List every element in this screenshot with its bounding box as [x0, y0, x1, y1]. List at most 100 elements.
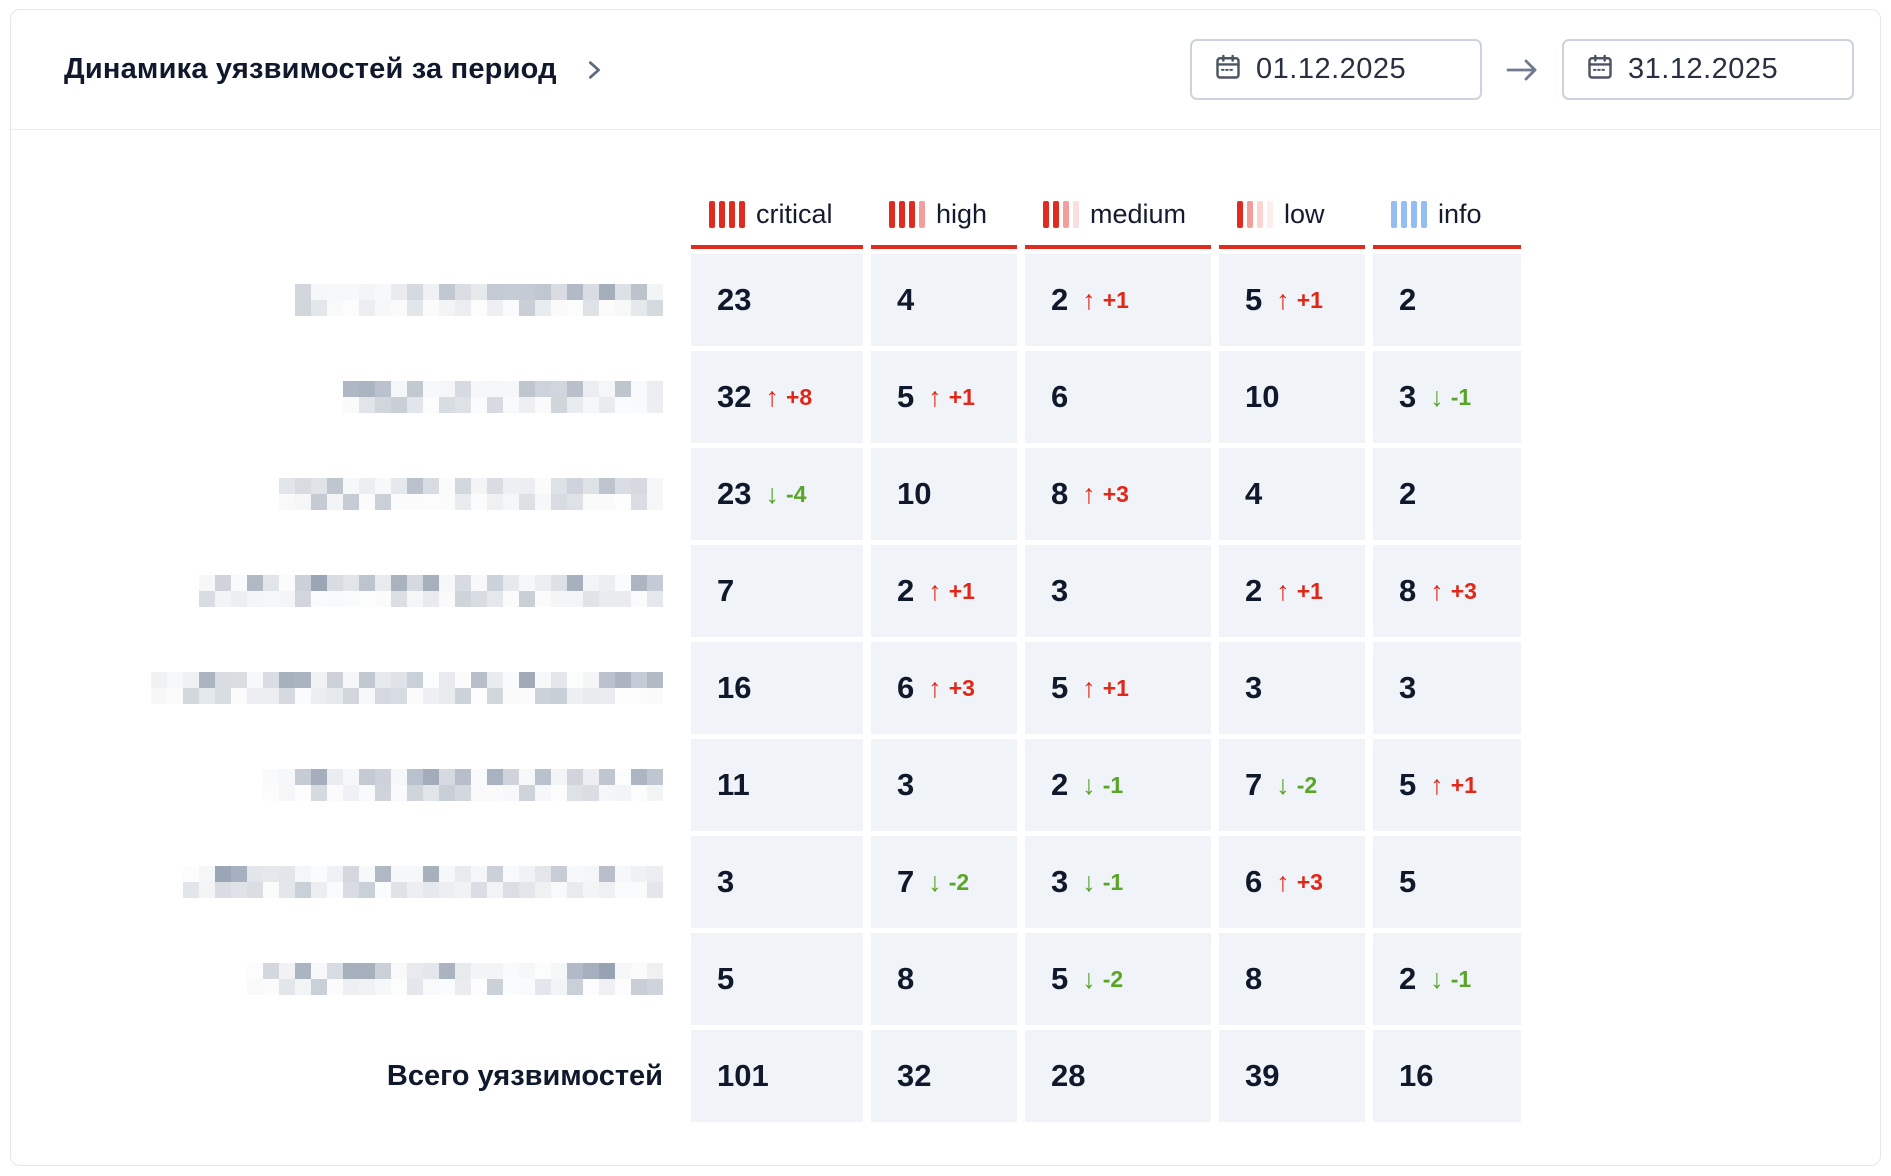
arrow-up-icon: ↑: [1276, 575, 1290, 606]
arrow-down-icon: ↓: [1430, 381, 1444, 412]
cell-value: 4: [897, 282, 915, 317]
value-cell: 23: [691, 254, 863, 346]
panel-title: Динамика уязвимостей за период: [64, 53, 557, 85]
redacted-pixelation: [343, 381, 663, 413]
delta-value: -1: [1450, 383, 1472, 410]
total-value-cell: 39: [1219, 1030, 1365, 1122]
delta-down: ↓ -2: [1082, 965, 1123, 993]
cell-value: 8: [1245, 961, 1263, 996]
cell-value: 2: [897, 573, 915, 608]
cell-value: 5: [1051, 961, 1069, 996]
cell-value: 3: [1051, 573, 1069, 608]
redacted-host-label[interactable]: [35, 836, 683, 928]
value-cell: 2 ↓ -1: [1373, 933, 1521, 1025]
value-cell: 3: [1373, 642, 1521, 734]
cell-value: 16: [717, 670, 752, 705]
date-to-input[interactable]: 31.12.2025: [1562, 39, 1854, 100]
value-cell: 7 ↓ -2: [1219, 739, 1365, 831]
value-cell: 2 ↑ +1: [1219, 545, 1365, 637]
value-cell: 5 ↓ -2: [1025, 933, 1211, 1025]
value-cell: 8: [1219, 933, 1365, 1025]
date-to-value: 31.12.2025: [1628, 53, 1779, 85]
value-cell: 6 ↑ +3: [1219, 836, 1365, 928]
arrow-up-icon: ↑: [1276, 284, 1290, 315]
value-cell: 4: [871, 254, 1017, 346]
delta-value: +3: [1296, 868, 1323, 895]
value-cell: 7 ↓ -2: [871, 836, 1017, 928]
column-header-label: low: [1284, 199, 1325, 229]
value-cell: 3: [871, 739, 1017, 831]
severity-bars-icon: [1043, 201, 1079, 228]
column-header-label: info: [1438, 199, 1482, 229]
severity-bars-icon: [709, 201, 745, 228]
redacted-host-label[interactable]: [35, 545, 683, 637]
chevron-right-icon[interactable]: [583, 57, 605, 83]
total-value-cell: 101: [691, 1030, 863, 1122]
cell-value: 6: [1245, 864, 1263, 899]
delta-value: -1: [1102, 771, 1124, 798]
arrow-up-icon: ↑: [1430, 769, 1444, 800]
total-value: 101: [717, 1058, 769, 1093]
value-cell: 3: [1219, 642, 1365, 734]
cell-value: 5: [1051, 670, 1069, 705]
column-header-low: low: [1219, 130, 1365, 249]
delta-value: +1: [948, 383, 975, 410]
arrow-right-icon: [1504, 57, 1540, 83]
cell-value: 5: [1245, 282, 1263, 317]
delta-value: +1: [948, 577, 975, 604]
arrow-up-icon: ↑: [1276, 866, 1290, 897]
delta-value: +1: [1296, 577, 1323, 604]
redacted-host-label[interactable]: [35, 351, 683, 443]
arrow-down-icon: ↓: [1430, 963, 1444, 994]
column-header-inner: medium: [1025, 199, 1186, 245]
cell-value: 11: [717, 767, 750, 802]
cell-value: 8: [897, 961, 915, 996]
redacted-host-label[interactable]: [35, 448, 683, 540]
cell-value: 8: [1051, 476, 1069, 511]
arrow-down-icon: ↓: [1082, 769, 1096, 800]
date-from-input[interactable]: 01.12.2025: [1190, 39, 1482, 100]
cell-value: 2: [1399, 282, 1417, 317]
arrow-down-icon: ↓: [928, 866, 942, 897]
column-header-inner: info: [1373, 199, 1482, 245]
arrow-up-icon: ↑: [765, 381, 779, 412]
date-from-value: 01.12.2025: [1256, 53, 1407, 85]
total-value-cell: 28: [1025, 1030, 1211, 1122]
value-cell: 6 ↑ +3: [871, 642, 1017, 734]
cell-value: 5: [717, 961, 735, 996]
delta-value: -1: [1102, 868, 1124, 895]
cell-value: 5: [1399, 864, 1417, 899]
arrow-up-icon: ↑: [1082, 672, 1096, 703]
redacted-host-label[interactable]: [35, 933, 683, 1025]
cell-value: 7: [1245, 767, 1263, 802]
value-cell: 5 ↑ +1: [1219, 254, 1365, 346]
redacted-host-label[interactable]: [35, 642, 683, 734]
redacted-pixelation: [263, 769, 663, 801]
cell-value: 2: [1245, 573, 1263, 608]
panel-title-link[interactable]: Динамика уязвимостей за период: [64, 53, 605, 86]
value-cell: 5 ↑ +1: [871, 351, 1017, 443]
column-header-critical: critical: [691, 130, 863, 249]
value-cell: 2 ↑ +1: [1025, 254, 1211, 346]
total-value: 39: [1245, 1058, 1280, 1093]
delta-value: -2: [948, 868, 970, 895]
delta-down: ↓ -2: [928, 866, 970, 897]
value-cell: 10: [1219, 351, 1365, 443]
value-cell: 16: [691, 642, 863, 734]
value-cell: 4: [1219, 448, 1365, 540]
delta-value: +1: [1296, 286, 1323, 313]
arrow-up-icon: ↑: [1430, 575, 1444, 606]
delta-value: +8: [785, 383, 813, 410]
value-cell: 2 ↓ -1: [1025, 739, 1211, 831]
cell-value: 7: [717, 573, 735, 608]
value-cell: 7: [691, 545, 863, 637]
arrow-up-icon: ↑: [928, 575, 942, 606]
cell-value: 3: [1399, 670, 1417, 705]
column-header-info: info: [1373, 130, 1521, 249]
column-header-medium: medium: [1025, 130, 1211, 249]
delta-down: ↓ -1: [1430, 963, 1471, 994]
redacted-host-label[interactable]: [35, 739, 683, 831]
redacted-host-label[interactable]: [35, 254, 683, 346]
total-value: 28: [1051, 1058, 1086, 1093]
cell-value: 5: [1399, 767, 1417, 802]
